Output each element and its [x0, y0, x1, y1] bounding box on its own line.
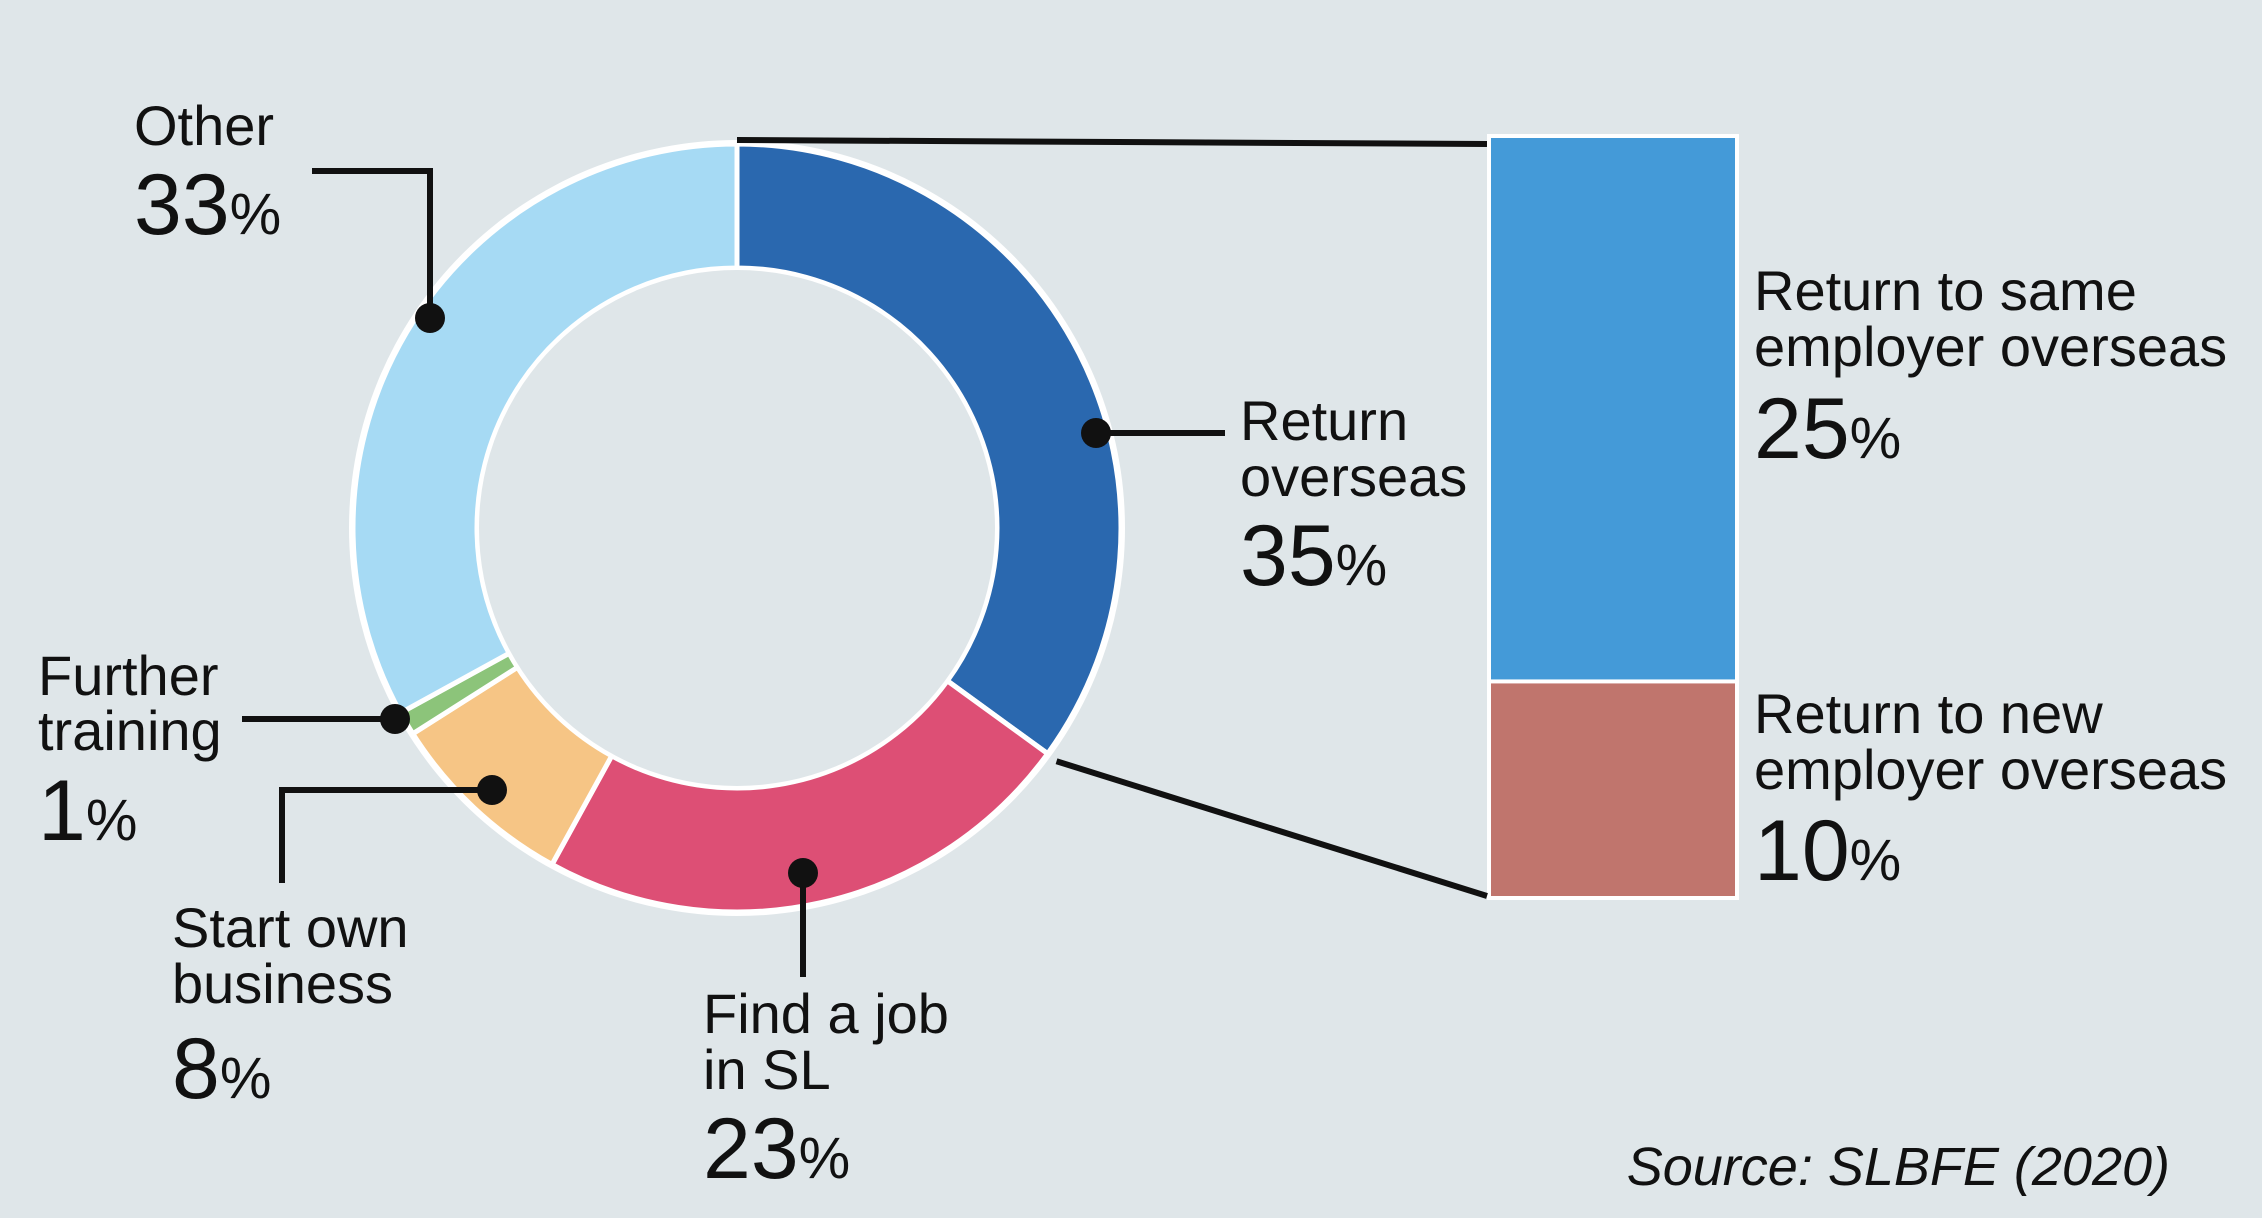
label-return-overseas: Return overseas 35%: [1240, 389, 1467, 604]
donut-slice-return-overseas: [734, 141, 1124, 757]
leader-other: [312, 168, 445, 333]
donut-hole: [479, 270, 995, 786]
donut-slice-find-job: [549, 678, 1051, 915]
donut-slice-other: [350, 141, 740, 716]
label-find-job-line1: Find a job: [703, 982, 949, 1045]
label-further-training-line2: training: [38, 699, 222, 762]
value-new-employer: 10%: [1754, 803, 1901, 899]
label-other-line1: Other: [134, 94, 274, 157]
label-same-employer: Return to same employer overseas 25%: [1754, 259, 2227, 477]
value-further-training: 1%: [38, 763, 137, 859]
label-start-business-line1: Start own: [172, 896, 409, 959]
bar-segment-new-employer: [1491, 683, 1735, 896]
value-same-employer: 25%: [1754, 381, 1901, 477]
donut-chart: [349, 140, 1125, 916]
leader-return-overseas: [1081, 418, 1225, 448]
label-return-overseas-line1: Return: [1240, 389, 1408, 452]
bar-segment-same-employer: [1491, 138, 1735, 680]
leader-start-business: [279, 775, 507, 883]
value-start-business: 8%: [172, 1021, 271, 1117]
label-new-employer-line2: employer overseas: [1754, 738, 2227, 801]
label-start-business-line2: business: [172, 952, 393, 1015]
connector-line-top: [736, 137, 1488, 147]
label-further-training: Further training 1%: [38, 644, 222, 859]
stacked-bar-chart: [1487, 134, 1739, 900]
label-other: Other 33%: [134, 94, 281, 253]
leader-further-training: [242, 704, 410, 734]
value-find-job: 23%: [703, 1101, 850, 1197]
label-find-job: Find a job in SL 23%: [703, 982, 949, 1197]
value-other: 33%: [134, 157, 281, 253]
label-new-employer-line1: Return to new: [1754, 682, 2103, 745]
label-new-employer: Return to new employer overseas 10%: [1754, 682, 2227, 899]
leader-find-job: [788, 858, 818, 977]
source-note: Source: SLBFE (2020): [1627, 1137, 2170, 1197]
label-find-job-line2: in SL: [703, 1038, 831, 1101]
label-further-training-line1: Further: [38, 644, 219, 707]
label-same-employer-line1: Return to same: [1754, 259, 2137, 322]
label-start-business: Start own business 8%: [172, 896, 409, 1117]
connector-line-bottom: [1055, 758, 1488, 899]
label-same-employer-line2: employer overseas: [1754, 315, 2227, 378]
label-return-overseas-line2: overseas: [1240, 445, 1467, 508]
value-return-overseas: 35%: [1240, 508, 1387, 604]
